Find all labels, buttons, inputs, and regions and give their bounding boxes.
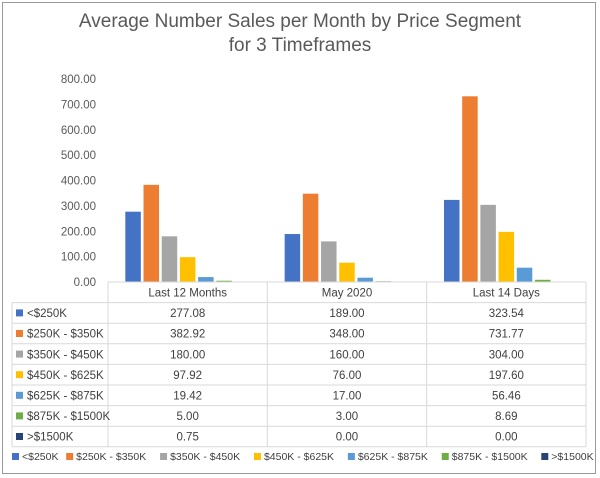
bar bbox=[125, 211, 141, 282]
legend-label: $350K - $450K bbox=[170, 451, 240, 463]
bar bbox=[498, 231, 515, 282]
table-value: 0.75 bbox=[176, 432, 198, 444]
legend-label: $450K - $625K bbox=[264, 451, 334, 463]
table-legend-key bbox=[16, 412, 23, 420]
y-tick-label: 800.00 bbox=[61, 74, 96, 86]
chart-title-line-2: for 3 Timeframes bbox=[228, 35, 372, 56]
category-label: May 2020 bbox=[322, 288, 373, 300]
y-tick-label: 0.00 bbox=[74, 277, 96, 289]
bar bbox=[321, 241, 337, 282]
chart-title: Average Number Sales per Month by Price … bbox=[0, 10, 600, 58]
table-series-name: >$1500K bbox=[27, 432, 74, 444]
bar bbox=[198, 277, 214, 282]
y-tick-label: 200.00 bbox=[61, 226, 96, 238]
legend-label: $875K - $1500K bbox=[452, 451, 528, 463]
y-tick-label: 300.00 bbox=[61, 201, 96, 213]
table-legend-key bbox=[16, 371, 23, 379]
legend-key bbox=[12, 453, 19, 460]
bar bbox=[443, 199, 460, 282]
table-value: 0.00 bbox=[495, 432, 517, 444]
bar bbox=[516, 267, 533, 282]
bar bbox=[534, 279, 551, 282]
table-value: 17.00 bbox=[333, 391, 362, 403]
table-legend-key bbox=[16, 330, 23, 337]
table-value: 197.60 bbox=[489, 370, 524, 382]
legend-label: >$1500K bbox=[551, 451, 593, 463]
bar bbox=[462, 96, 478, 282]
table-value: 348.00 bbox=[329, 329, 364, 341]
legend-key bbox=[253, 453, 261, 460]
table-series-name: <$250K bbox=[27, 308, 67, 320]
table-value: 97.92 bbox=[173, 370, 202, 382]
legend-label: $250K - $350K bbox=[76, 451, 146, 463]
table-series-name: $625K - $875K bbox=[27, 391, 104, 403]
chart-title-line-1: Average Number Sales per Month by Price … bbox=[78, 11, 522, 32]
table-value: 3.00 bbox=[336, 411, 358, 423]
bar bbox=[357, 277, 373, 282]
table-legend-key bbox=[16, 350, 23, 358]
table-value: 323.54 bbox=[489, 308, 525, 320]
table-value: 189.00 bbox=[329, 308, 364, 320]
legend-key bbox=[441, 453, 449, 460]
table-value: 731.77 bbox=[489, 329, 524, 341]
table-value: 5.00 bbox=[176, 411, 198, 423]
category-label: Last 12 Months bbox=[148, 288, 227, 300]
bar bbox=[339, 262, 355, 282]
table-value: 19.42 bbox=[173, 391, 202, 403]
table-series-name: $875K - $1500K bbox=[27, 411, 110, 423]
y-tick-label: 100.00 bbox=[61, 252, 96, 264]
table-value: 0.00 bbox=[336, 432, 358, 444]
table-legend-key bbox=[16, 433, 23, 440]
table-value: 277.08 bbox=[170, 308, 205, 320]
legend-key bbox=[66, 453, 74, 460]
table-value: 56.46 bbox=[492, 391, 521, 403]
table-series-name: $450K - $625K bbox=[27, 370, 104, 382]
bar bbox=[143, 184, 160, 282]
y-tick-label: 700.00 bbox=[61, 99, 96, 111]
table-series-name: $250K - $350K bbox=[27, 329, 104, 341]
table-value: 8.69 bbox=[495, 411, 517, 423]
legend-key bbox=[160, 453, 168, 460]
table-value: 180.00 bbox=[170, 349, 205, 361]
table-value: 304.00 bbox=[489, 349, 524, 361]
table-value: 382.92 bbox=[170, 329, 205, 341]
legend-label: <$250K bbox=[22, 451, 59, 463]
bar bbox=[161, 236, 178, 282]
table-legend-key bbox=[16, 391, 23, 399]
y-tick-label: 400.00 bbox=[61, 176, 96, 188]
bar bbox=[480, 204, 496, 282]
bar bbox=[216, 280, 232, 282]
table-series-name: $350K - $450K bbox=[27, 349, 104, 361]
bar bbox=[302, 193, 319, 282]
table-value: 160.00 bbox=[329, 349, 364, 361]
table-legend-key bbox=[16, 309, 23, 317]
table-value: 76.00 bbox=[333, 370, 362, 382]
y-tick-label: 600.00 bbox=[61, 125, 96, 137]
bar bbox=[179, 257, 196, 282]
legend-label: $625K - $875K bbox=[358, 451, 428, 463]
legend-key bbox=[347, 453, 355, 460]
y-tick-label: 500.00 bbox=[61, 150, 96, 162]
category-label: Last 14 Days bbox=[473, 288, 540, 300]
bar bbox=[284, 234, 301, 282]
legend-key bbox=[541, 453, 549, 460]
